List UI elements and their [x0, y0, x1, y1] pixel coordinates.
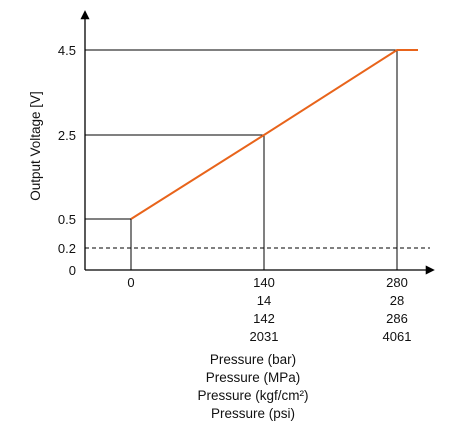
- x-axis-label: Pressure (bar): [210, 352, 296, 367]
- x-axis-label: Pressure (MPa): [206, 370, 301, 385]
- x-tick-label: 14: [257, 293, 271, 308]
- y-axis-label: Output Voltage [V]: [28, 91, 43, 201]
- x-tick-label: 4061: [383, 329, 412, 344]
- x-tick-label: 286: [386, 311, 408, 326]
- x-tick-label: 2031: [250, 329, 279, 344]
- x-axis-label: Pressure (psi): [211, 406, 295, 421]
- x-tick-label: 142: [253, 311, 275, 326]
- x-tick-label: 28: [390, 293, 404, 308]
- y-tick-label: 2.5: [58, 128, 76, 143]
- y-tick-label: 0: [69, 263, 76, 278]
- x-tick-label: 140: [253, 275, 275, 290]
- y-tick-label: 4.5: [58, 43, 76, 58]
- y-tick-label: 0.2: [58, 241, 76, 256]
- y-tick-label: 0.5: [58, 212, 76, 227]
- x-tick-label: 280: [386, 275, 408, 290]
- series-line-0: [130, 49, 418, 220]
- x-axis-label: Pressure (kgf/cm²): [197, 388, 308, 403]
- x-tick-label: 0: [127, 275, 134, 290]
